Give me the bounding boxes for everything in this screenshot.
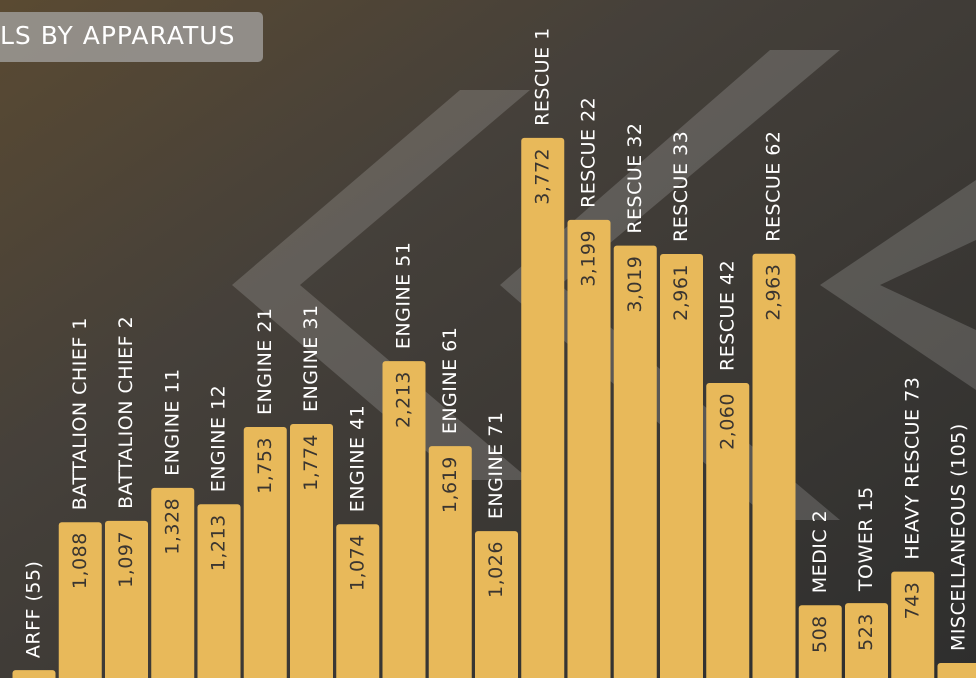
value-label: 508: [809, 615, 831, 653]
value-label: 2,060: [716, 393, 738, 450]
category-label: ENGINE 12: [208, 385, 230, 492]
value-label: 2,963: [763, 264, 785, 321]
bar: [568, 220, 611, 678]
category-label: ENGINE 61: [439, 327, 461, 434]
category-label: RESCUE 33: [670, 131, 692, 242]
category-label: ENGINE 21: [254, 307, 276, 414]
category-label: MEDIC 2: [809, 510, 831, 594]
category-label: RESCUE 1: [531, 27, 553, 126]
category-label: BATTALION CHIEF 2: [115, 316, 137, 509]
value-label: 3,199: [578, 230, 600, 287]
page: LS BY APPARATUS ARFF (55) 1,088 BATTALION …: [0, 0, 976, 678]
value-label: 3,772: [531, 148, 553, 205]
value-label: 1,097: [115, 531, 137, 588]
category-label: BATTALION CHIEF 1: [69, 317, 91, 510]
category-label: ENGINE 31: [300, 304, 322, 411]
category-label: ENGINE 41: [346, 405, 368, 512]
value-label: 743: [901, 582, 923, 620]
chart: LS BY APPARATUS ARFF (55) 1,088 BATTALION …: [0, 0, 976, 678]
value-label: 1,074: [346, 534, 368, 591]
category-label: ENGINE 71: [485, 412, 507, 519]
category-label: RESCUE 42: [716, 260, 738, 371]
value-label: 1,753: [254, 437, 276, 494]
value-label: 2,961: [670, 264, 692, 321]
category-label: HEAVY RESCUE 73: [901, 377, 923, 560]
bar: [938, 663, 976, 678]
value-label: 2,213: [393, 371, 415, 428]
value-label: 1,088: [69, 532, 91, 589]
category-label: ENGINE 11: [161, 368, 183, 475]
value-label: 1,619: [439, 456, 461, 513]
category-label: MISCELLANEOUS (105): [948, 423, 970, 651]
category-label: ARFF (55): [23, 561, 45, 659]
value-label: 3,019: [624, 256, 646, 313]
bar: [13, 670, 56, 678]
bar: [521, 138, 564, 678]
value-label: 1,328: [161, 498, 183, 555]
value-label: 1,213: [208, 514, 230, 571]
value-label: 1,026: [485, 541, 507, 598]
category-label: RESCUE 62: [763, 131, 785, 242]
category-label: RESCUE 22: [578, 97, 600, 208]
category-label: RESCUE 32: [624, 123, 646, 234]
value-label: 523: [855, 613, 877, 651]
category-label: ENGINE 51: [393, 242, 415, 349]
category-label: TOWER 15: [855, 486, 877, 592]
chart-title: LS BY APPARATUS: [0, 21, 235, 50]
value-label: 1,774: [300, 434, 322, 491]
